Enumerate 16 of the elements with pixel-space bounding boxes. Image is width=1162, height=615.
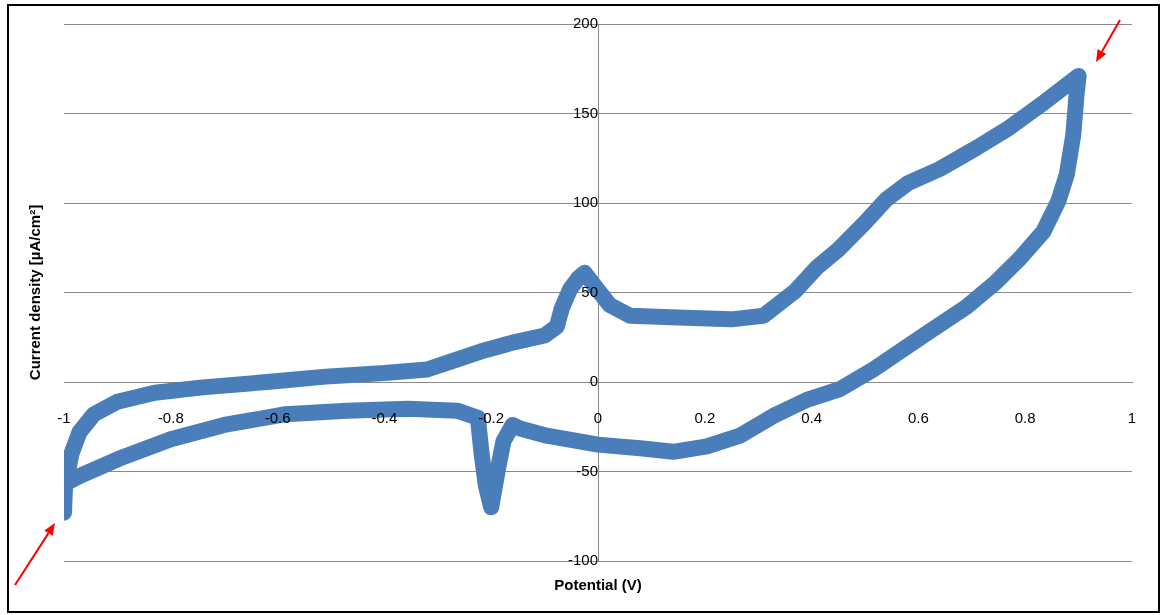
x-tick-label: 0.8 [1014,409,1036,427]
x-tick-label: 1 [1127,409,1137,427]
y-tick-label: -50 [576,461,598,479]
x-tick-label: 0.6 [907,409,929,427]
y-tick-label: 0 [589,372,598,390]
x-tick-label: 0.4 [801,409,823,427]
y-tick-label: 150 [572,103,598,121]
x-tick-label: -0.6 [264,409,291,427]
y-axis-title: Current density [µA/cm²] [26,204,44,381]
x-tick-label: -0.8 [157,409,184,427]
y-tick-label: 200 [572,14,598,32]
x-tick-label: 0.2 [694,409,716,427]
y-tick-label: 100 [572,193,598,211]
x-tick-label: -1 [57,409,71,427]
x-axis-title: Potential (V) [554,576,642,594]
y-tick-label: -100 [567,551,598,569]
